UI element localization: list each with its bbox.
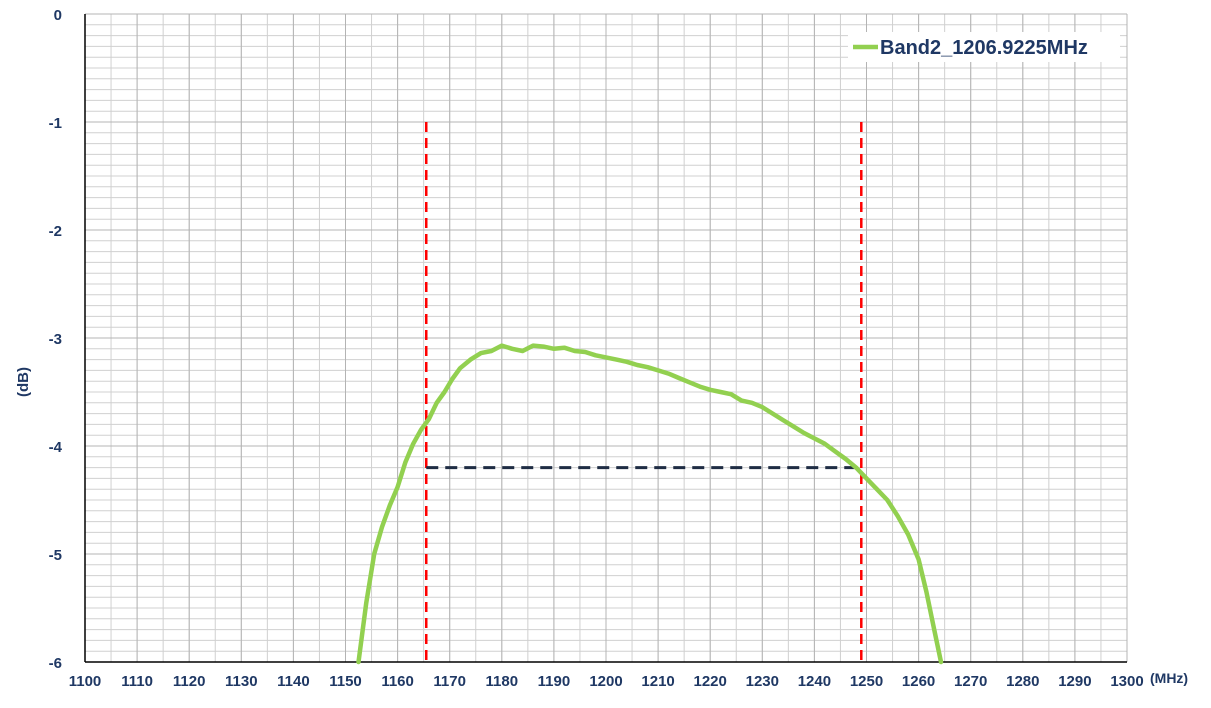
x-tick-label: 1110 [121,673,153,690]
x-tick-label: 1270 [954,673,987,690]
y-axis-label: (dB) [15,367,32,397]
x-tick-label: 1100 [69,673,102,690]
series-line [356,343,944,665]
axes [84,14,1127,663]
x-tick-label: 1290 [1058,673,1091,690]
x-tick-label: 1180 [486,673,519,690]
x-tick-label: 1300 [1110,673,1143,690]
x-tick-label: 1130 [225,673,258,690]
y-tick-label: -1 [49,115,62,132]
x-tick-label: 1280 [1006,673,1039,690]
x-tick-label: 1170 [433,673,466,690]
y-tick-label: -4 [49,439,63,456]
grid-major [84,13,1128,663]
x-tick-label: 1230 [746,673,779,690]
annotation-lines [425,122,863,662]
x-tick-label: 1260 [902,673,935,690]
x-axis-label: (MHz) [1150,670,1188,686]
x-tick-label: 1220 [694,673,727,690]
legend-background [848,32,1120,62]
legend-entry: Band2_1206.9225MHz [880,37,1088,59]
y-tick-label: -3 [49,331,62,348]
x-tick-label: 1150 [329,673,362,690]
y-tick-label: -5 [49,547,62,564]
x-tick-label: 1240 [798,673,831,690]
x-tick-label: 1160 [381,673,414,690]
y-tick-labels: 0 -1 -2 -3 -4 -5 -6 [49,7,63,672]
x-tick-label: 1200 [589,673,622,690]
x-tick-labels: 1100 1110 1120 1130 1140 1150 1160 1170 1180 1190… [69,673,1144,690]
x-tick-label: 1210 [641,673,674,690]
x-tick-label: 1250 [850,673,883,690]
x-tick-label: 1120 [173,673,206,690]
y-tick-label: 0 [54,7,62,24]
x-tick-label: 1140 [277,673,310,690]
x-tick-label: 1190 [538,673,571,690]
y-tick-label: -6 [49,655,62,672]
legend: Band2_1206.9225MHz [848,32,1120,62]
y-tick-label: -2 [49,223,62,240]
series-lines [356,343,944,665]
